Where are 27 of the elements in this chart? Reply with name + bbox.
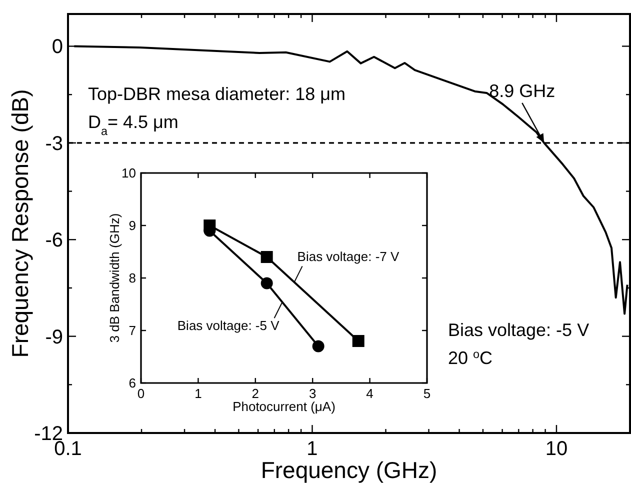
y-axis-title: Frequency Response (dB) — [7, 89, 33, 358]
legend-label: Bias voltage: -5 V — [177, 318, 280, 334]
y-tick-label: 0 — [52, 36, 63, 58]
x-tick-label: 10 — [545, 438, 568, 460]
y-tick-label: 6 — [128, 376, 136, 391]
y-axis-title: 3 dB Bandwidth (GHz) — [107, 213, 122, 343]
x-axis-title: Photocurrent (μA) — [232, 399, 336, 414]
x-tick-label: 1 — [194, 386, 202, 401]
x-tick-label: 5 — [423, 386, 431, 401]
series-label: Bias voltage: -7 V — [297, 249, 400, 264]
x-tick-label: 3 — [308, 386, 316, 401]
x-tick-label: 1 — [306, 438, 318, 460]
y-tick-label: -6 — [45, 230, 63, 252]
annotation: Bias voltage: -5 V — [448, 320, 590, 340]
y-tick-label: 10 — [122, 166, 136, 181]
y-tick-label: -9 — [45, 326, 63, 348]
y-tick-label: 9 — [128, 218, 136, 234]
annotation: 8.9 GHz — [489, 80, 556, 101]
y-tick-label: 7 — [128, 323, 136, 338]
x-axis-title: Frequency (GHz) — [260, 457, 438, 483]
annotation: D$_{a}$= 4.5 μm — [88, 112, 178, 138]
y-tick-label: 8 — [128, 270, 136, 286]
annotation: 20 $^{o}$C — [448, 348, 493, 368]
x-tick-label: 2 — [252, 386, 260, 401]
y-tick-label: -3 — [45, 132, 63, 155]
x-tick-label: 4 — [366, 386, 374, 401]
annotation: Top-DBR mesa diameter: 18 μm — [88, 84, 346, 104]
